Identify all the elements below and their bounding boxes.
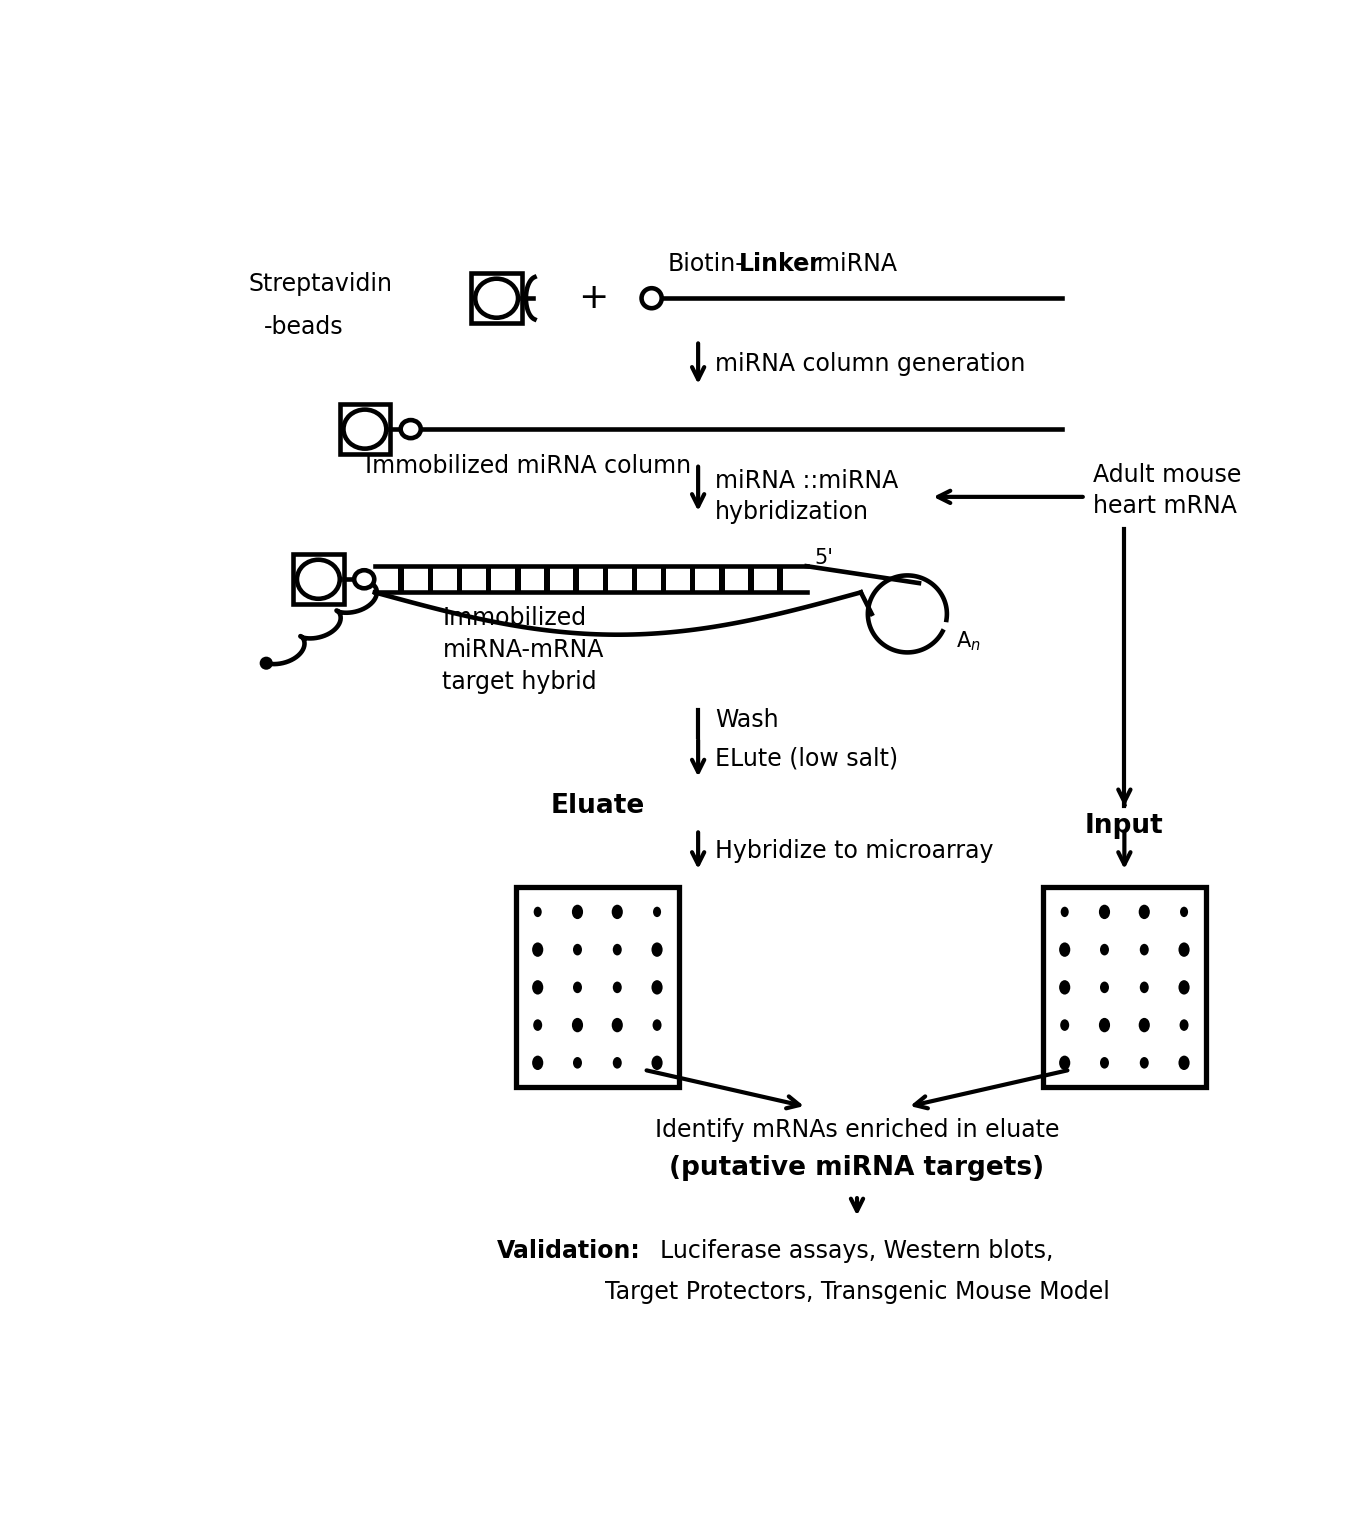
- Ellipse shape: [1099, 905, 1110, 919]
- Text: A$_n$: A$_n$: [956, 628, 982, 653]
- Text: Identify mRNAs enriched in eluate: Identify mRNAs enriched in eluate: [654, 1118, 1060, 1142]
- Ellipse shape: [297, 560, 340, 599]
- Bar: [398, 566, 404, 592]
- Ellipse shape: [652, 980, 663, 994]
- Ellipse shape: [1140, 982, 1149, 994]
- Text: Streptavidin: Streptavidin: [249, 272, 393, 297]
- Text: miRNA-mRNA: miRNA-mRNA: [442, 638, 604, 662]
- Ellipse shape: [612, 1018, 623, 1032]
- Text: (putative miRNA targets): (putative miRNA targets): [669, 1156, 1045, 1182]
- Text: ELute (low salt): ELute (low salt): [715, 746, 898, 771]
- Ellipse shape: [1099, 1018, 1110, 1032]
- Bar: [690, 566, 695, 592]
- Ellipse shape: [1061, 907, 1069, 917]
- Ellipse shape: [1099, 1057, 1109, 1069]
- Ellipse shape: [533, 1055, 543, 1070]
- Bar: [1043, 887, 1206, 1087]
- Ellipse shape: [642, 287, 661, 309]
- Text: Validation:: Validation:: [497, 1240, 641, 1263]
- Bar: [471, 274, 522, 323]
- Bar: [602, 566, 608, 592]
- Ellipse shape: [572, 905, 583, 919]
- Ellipse shape: [355, 570, 374, 589]
- Text: Target Protectors, Transgenic Mouse Model: Target Protectors, Transgenic Mouse Mode…: [605, 1280, 1109, 1304]
- Text: Luciferase assays, Western blots,: Luciferase assays, Western blots,: [660, 1240, 1054, 1263]
- Ellipse shape: [1099, 943, 1109, 956]
- Ellipse shape: [1180, 1020, 1188, 1031]
- Ellipse shape: [572, 1018, 583, 1032]
- Ellipse shape: [1179, 942, 1190, 957]
- Text: +: +: [578, 281, 609, 315]
- Ellipse shape: [613, 982, 622, 994]
- Ellipse shape: [612, 905, 623, 919]
- Ellipse shape: [653, 907, 661, 917]
- Ellipse shape: [1179, 1055, 1190, 1070]
- Bar: [293, 553, 344, 604]
- Bar: [340, 404, 390, 454]
- Ellipse shape: [652, 1055, 663, 1070]
- Ellipse shape: [1180, 907, 1188, 917]
- Bar: [631, 566, 637, 592]
- Ellipse shape: [260, 656, 272, 670]
- Ellipse shape: [533, 942, 543, 957]
- Ellipse shape: [653, 1020, 661, 1031]
- Ellipse shape: [1060, 1055, 1071, 1070]
- Ellipse shape: [1140, 943, 1149, 956]
- Text: Adult mouse: Adult mouse: [1094, 463, 1242, 488]
- Bar: [515, 566, 520, 592]
- Bar: [574, 566, 579, 592]
- Ellipse shape: [652, 942, 663, 957]
- Ellipse shape: [613, 1057, 622, 1069]
- Text: - miRNA: - miRNA: [801, 252, 897, 275]
- Text: hybridization: hybridization: [715, 500, 869, 524]
- Bar: [778, 566, 783, 592]
- Text: miRNA column generation: miRNA column generation: [715, 352, 1025, 376]
- Ellipse shape: [1060, 1020, 1069, 1031]
- Text: 5': 5': [815, 547, 834, 567]
- Text: Biotin-: Biotin-: [667, 252, 743, 275]
- Text: Hybridize to microarray: Hybridize to microarray: [715, 839, 994, 862]
- Ellipse shape: [534, 907, 542, 917]
- Bar: [427, 566, 433, 592]
- Text: Immobilized: Immobilized: [442, 605, 586, 630]
- Text: Wash: Wash: [715, 708, 779, 732]
- Ellipse shape: [1139, 1018, 1150, 1032]
- Ellipse shape: [613, 943, 622, 956]
- Text: target hybrid: target hybrid: [442, 670, 597, 694]
- Text: heart mRNA: heart mRNA: [1094, 494, 1238, 518]
- Ellipse shape: [1060, 980, 1071, 994]
- Ellipse shape: [344, 410, 386, 448]
- Bar: [719, 566, 724, 592]
- Text: miRNA ::miRNA: miRNA ::miRNA: [715, 469, 898, 494]
- Bar: [545, 566, 550, 592]
- Text: Eluate: Eluate: [550, 794, 645, 820]
- Bar: [516, 887, 679, 1087]
- Ellipse shape: [533, 1020, 542, 1031]
- Bar: [457, 566, 463, 592]
- Ellipse shape: [1060, 942, 1071, 957]
- Ellipse shape: [574, 943, 582, 956]
- Bar: [661, 566, 667, 592]
- Ellipse shape: [1139, 905, 1150, 919]
- Ellipse shape: [533, 980, 543, 994]
- Ellipse shape: [1099, 982, 1109, 994]
- Bar: [486, 566, 491, 592]
- Ellipse shape: [475, 278, 517, 318]
- Ellipse shape: [574, 1057, 582, 1069]
- Bar: [749, 566, 754, 592]
- Ellipse shape: [574, 982, 582, 994]
- Text: -beads: -beads: [264, 315, 344, 339]
- Text: Input: Input: [1086, 812, 1164, 839]
- Ellipse shape: [1179, 980, 1190, 994]
- Ellipse shape: [401, 420, 420, 439]
- Ellipse shape: [1140, 1057, 1149, 1069]
- Text: Linker: Linker: [738, 252, 821, 275]
- Text: Immobilized miRNA column: Immobilized miRNA column: [366, 454, 691, 479]
